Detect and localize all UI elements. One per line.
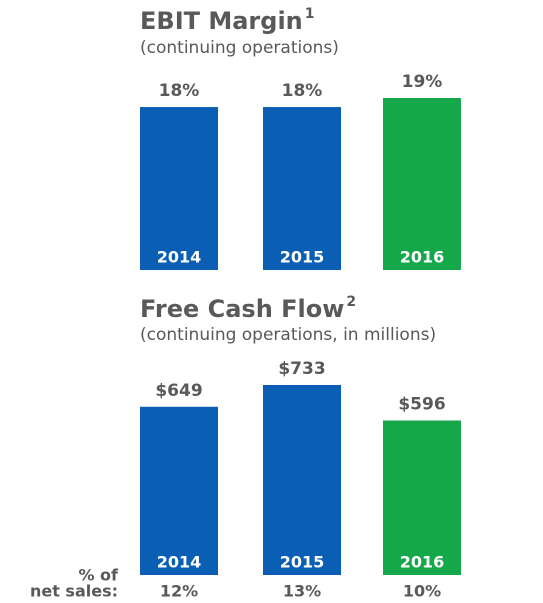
footer-label: net sales: [30,582,118,601]
chart-title: EBIT Margin 1 [140,6,315,35]
bar [263,385,341,575]
title-footnote: 1 [305,6,315,22]
footer-value: 13% [283,582,321,601]
value-label: 19% [402,72,443,92]
category-label: 2016 [400,553,445,572]
value-label: $733 [278,359,325,379]
chart-title: Free Cash Flow 2 [140,294,356,323]
bar [140,107,218,270]
footer-label: % of [78,566,119,585]
category-label: 2015 [280,248,325,267]
value-label: $596 [398,395,445,415]
chart-subtitle: (continuing operations) [140,38,339,58]
footer-value: 12% [160,582,198,601]
category-label: 2014 [157,248,202,267]
value-label: $649 [155,381,202,401]
title-text: Free Cash Flow [140,295,344,323]
chart-subtitle: (continuing operations, in millions) [140,325,436,345]
value-label: 18% [282,81,323,101]
title-footnote: 2 [346,294,356,310]
bar [383,420,461,575]
bar [263,107,341,270]
category-label: 2014 [157,553,202,572]
footer-value: 10% [403,582,441,601]
title-text: EBIT Margin [140,7,303,35]
bar [140,406,218,575]
category-label: 2016 [400,248,445,267]
value-label: 18% [159,81,200,101]
category-label: 2015 [280,553,325,572]
bar [383,98,461,270]
